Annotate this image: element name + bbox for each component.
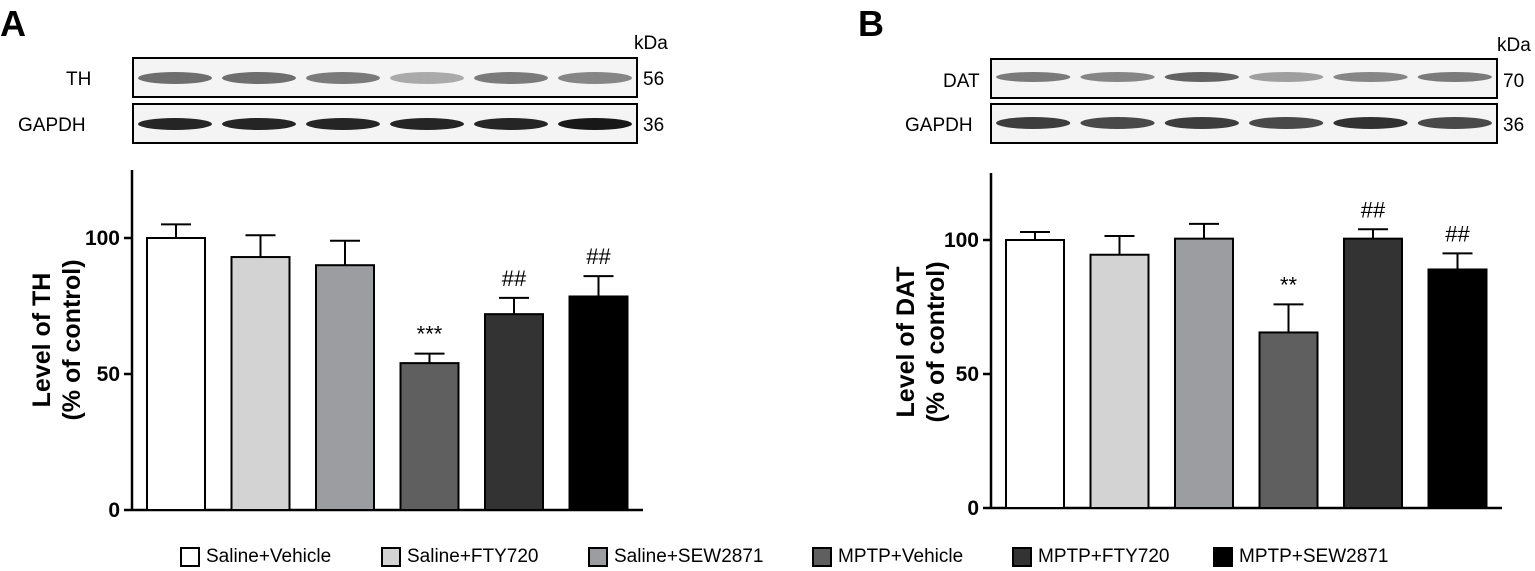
blot-kda-dat: 70	[1503, 71, 1524, 92]
significance-label: ##	[1361, 197, 1386, 222]
bar	[484, 313, 544, 511]
kda-label-b: kDa	[1497, 35, 1531, 56]
bar	[315, 264, 375, 512]
legend-item: MPTP+SEW2871	[1213, 546, 1388, 568]
blot-kda-gapdh-b: 36	[1503, 115, 1524, 136]
blot-band	[1080, 117, 1155, 129]
bar	[1174, 237, 1234, 509]
legend-item: Saline+SEW2871	[588, 546, 763, 568]
blot-band	[1417, 72, 1492, 82]
legend-swatch	[1213, 547, 1233, 567]
blot-kda-gapdh-a: 36	[643, 115, 664, 136]
legend-label: Saline+FTY720	[407, 546, 539, 567]
kda-label-a: kDa	[634, 33, 668, 54]
blot-frame-dat	[990, 58, 1498, 99]
y-tick-label: 50	[956, 363, 979, 386]
legend-label: MPTP+SEW2871	[1239, 546, 1389, 567]
significance-label: ##	[1445, 221, 1470, 246]
significance-label: ##	[502, 266, 527, 291]
y-tick-label: 0	[108, 499, 120, 522]
blot-frame-th	[132, 57, 638, 98]
figure: A kDa TH 56 GAPDH 36 B kDa DAT 70 GAPDH …	[0, 3, 1531, 522]
blot-band	[138, 72, 212, 84]
western-blot-b	[990, 58, 1498, 144]
bar	[1005, 239, 1065, 509]
y-axis-title-b-line1: Level of DAT	[892, 267, 920, 418]
legend-item: Saline+Vehicle	[180, 546, 331, 568]
blot-band	[558, 118, 632, 130]
legend-label: Saline+SEW2871	[614, 546, 764, 567]
bar-chart-a: 0 50 100 *** ## ##	[85, 170, 643, 522]
y-tick-label: 50	[97, 363, 120, 386]
legend-swatch	[381, 547, 401, 567]
blot-band	[996, 72, 1071, 82]
blot-label-gapdh-b: GAPDH	[905, 115, 973, 136]
bar	[1258, 331, 1319, 509]
significance-label: **	[1280, 272, 1298, 297]
legend-item: Saline+FTY720	[381, 546, 539, 568]
blot-band	[558, 72, 632, 84]
legend-label: MPTP+Vehicle	[838, 546, 964, 567]
blot-band	[996, 117, 1071, 129]
blot-frame-gapdh-a	[132, 103, 638, 144]
significance-label: ***	[417, 322, 443, 347]
panel-letter-b: B	[858, 3, 884, 44]
blot-band	[1164, 117, 1239, 129]
legend-swatch	[180, 547, 200, 567]
blot-band	[1249, 117, 1324, 129]
blot-band	[1333, 117, 1408, 129]
blot-band	[1164, 72, 1239, 82]
legend-label: Saline+Vehicle	[206, 546, 332, 567]
bar	[399, 362, 460, 511]
legend-swatch	[588, 547, 608, 567]
bar	[1089, 253, 1150, 509]
significance-label: ##	[586, 244, 611, 269]
blot-band	[306, 72, 380, 84]
blot-band	[1249, 72, 1324, 82]
blot-band	[306, 118, 380, 130]
blot-label-dat: DAT	[943, 71, 980, 92]
blot-band	[1333, 72, 1408, 82]
bar	[568, 295, 629, 512]
y-tick-label: 100	[944, 229, 979, 252]
bar	[230, 256, 291, 512]
blot-band	[474, 72, 548, 84]
legend: Saline+Vehicle Saline+FTY720 Saline+SEW2…	[0, 540, 1535, 570]
blot-band	[222, 72, 296, 84]
blot-kda-th: 56	[643, 69, 664, 90]
legend-swatch	[1012, 547, 1032, 567]
legend-item: MPTP+Vehicle	[812, 546, 963, 568]
panel-letter-a: A	[0, 3, 26, 44]
y-axis-title-a-line2: (% of control)	[58, 259, 86, 420]
y-tick-label: 0	[967, 497, 979, 520]
blot-band	[1080, 72, 1155, 82]
blot-band	[138, 118, 212, 130]
y-axis-title-a-line1: Level of TH	[28, 273, 56, 408]
blot-frame-gapdh-b	[990, 103, 1498, 144]
bar	[1427, 268, 1488, 510]
legend-item: MPTP+FTY720	[1012, 546, 1169, 568]
blot-band	[390, 72, 464, 84]
blot-label-th: TH	[66, 69, 91, 90]
blot-label-gapdh-a: GAPDH	[18, 115, 86, 136]
legend-swatch	[812, 547, 832, 567]
bar	[146, 237, 206, 511]
blot-band	[474, 118, 548, 130]
blot-band	[1417, 117, 1492, 129]
y-tick-label: 100	[85, 227, 120, 250]
y-axis-title-b-line2: (% of control)	[922, 261, 950, 422]
legend-label: MPTP+FTY720	[1038, 546, 1170, 567]
blot-band	[222, 118, 296, 130]
bar	[1343, 237, 1403, 509]
blot-band	[390, 118, 464, 130]
western-blot-a	[132, 57, 638, 144]
bar-chart-b: 0 50 100 ** ## ##	[944, 173, 1502, 520]
